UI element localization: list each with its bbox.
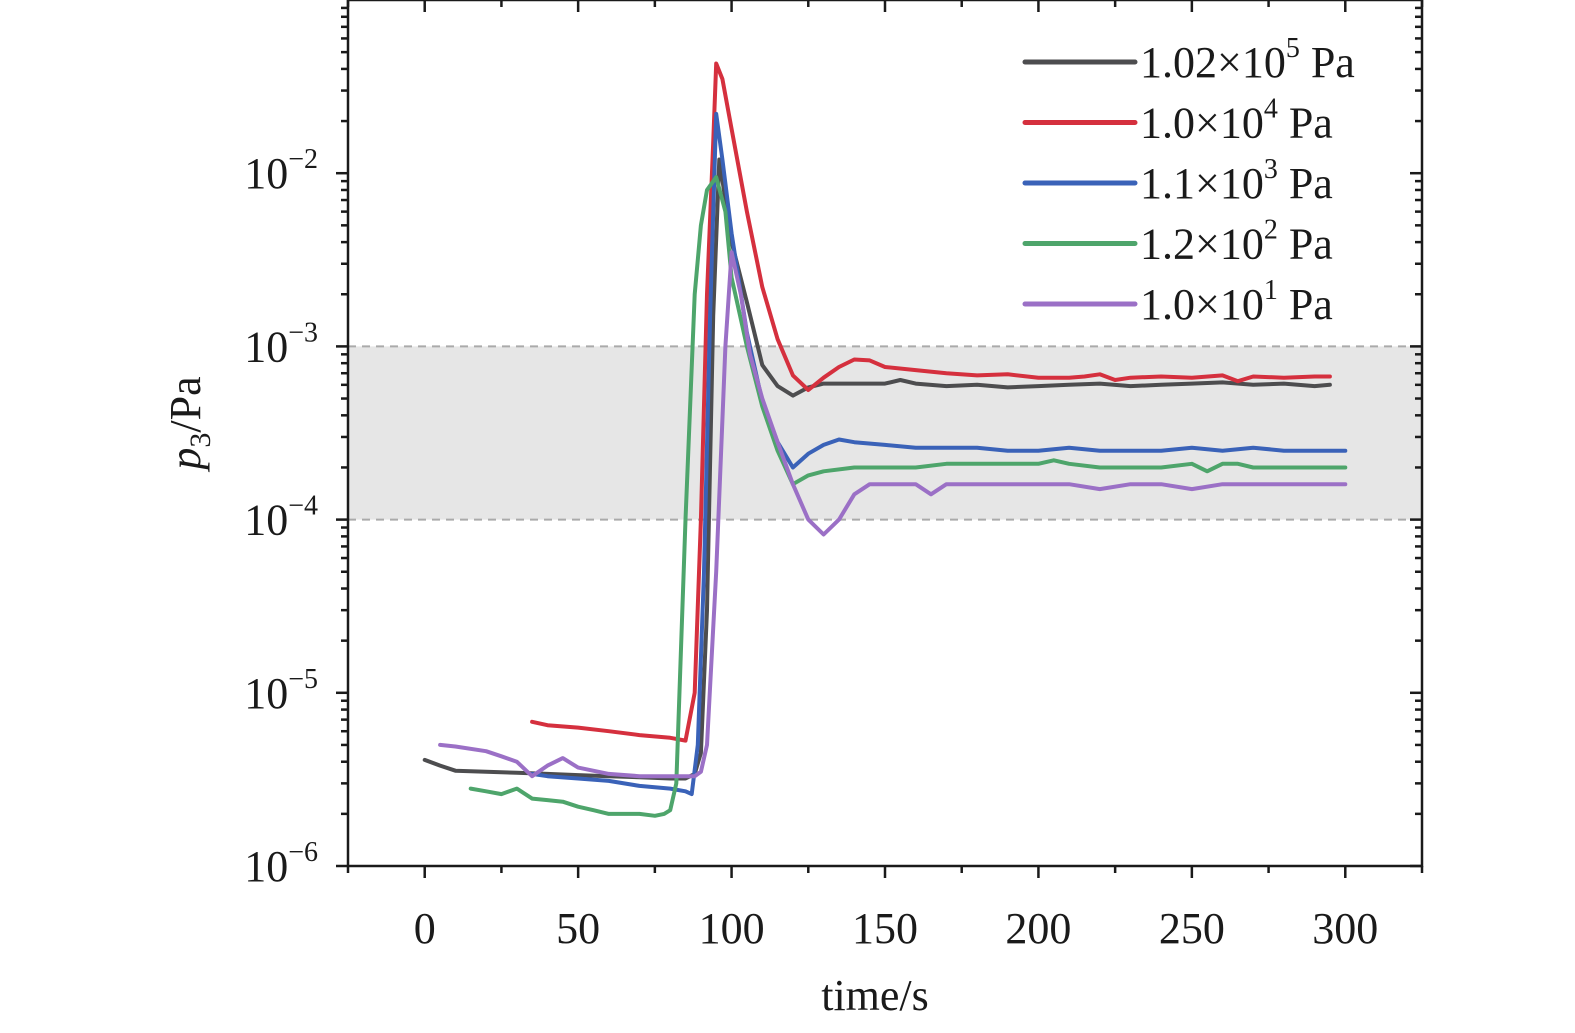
axes: 0 50 100 150 200 250 300 10−6 10−5 10−4 10−3 10−2 ti…: [161, 0, 1424, 1020]
series-line-3: [468, 175, 1348, 818]
series-line-0: [422, 157, 1332, 781]
series-line-4: [438, 250, 1348, 779]
series-line-2: [530, 111, 1348, 797]
x-tick-label: 250: [1159, 904, 1225, 953]
y-axis-label: p3/Pa: [161, 376, 217, 472]
x-tick-label: 50: [556, 904, 600, 953]
reference-band: [348, 345, 1422, 521]
series-layer: [422, 61, 1348, 818]
band-fill: [348, 346, 1422, 520]
legend: 1.02×105 Pa 1.0×104 Pa 1.1×103 Pa 1.2×102 P…: [1022, 33, 1355, 329]
y-tick-label: 10−4: [244, 491, 318, 545]
legend-label-1: 1.0×104 Pa: [1140, 94, 1333, 148]
legend-label-0: 1.02×105 Pa: [1140, 33, 1355, 87]
legend-label-4: 1.0×101 Pa: [1140, 275, 1333, 329]
y-tick-label: 10−6: [244, 837, 318, 891]
x-tick-label: 0: [414, 904, 436, 953]
x-tick-label: 150: [852, 904, 918, 953]
x-tick-label: 300: [1312, 904, 1378, 953]
y-tick-label: 10−3: [244, 317, 318, 371]
x-tick-label: 200: [1005, 904, 1071, 953]
legend-label-2: 1.1×103 Pa: [1140, 154, 1333, 208]
y-tick-label: 10−5: [244, 664, 318, 718]
y-tick-label: 10−2: [244, 144, 318, 198]
series-line-1: [530, 61, 1332, 743]
x-axis-label: time/s: [821, 971, 929, 1020]
x-tick-label: 100: [699, 904, 765, 953]
legend-label-3: 1.2×102 Pa: [1140, 215, 1333, 269]
